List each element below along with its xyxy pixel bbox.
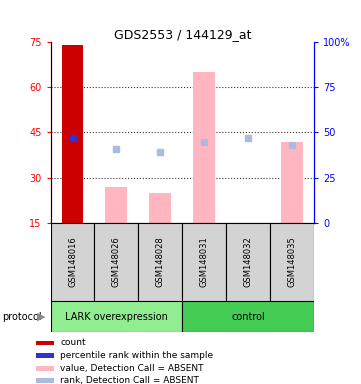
Text: GSM148026: GSM148026 <box>112 237 121 288</box>
Bar <box>193 72 215 223</box>
Text: GSM148032: GSM148032 <box>244 237 253 288</box>
Bar <box>105 187 127 223</box>
Bar <box>182 301 314 332</box>
Text: LARK overexpression: LARK overexpression <box>65 312 168 322</box>
Bar <box>95 223 138 301</box>
Text: percentile rank within the sample: percentile rank within the sample <box>61 351 214 360</box>
Bar <box>36 366 54 371</box>
Bar <box>51 223 95 301</box>
Bar <box>51 301 182 332</box>
Bar <box>138 223 182 301</box>
Text: GSM148031: GSM148031 <box>200 237 209 288</box>
Bar <box>226 223 270 301</box>
Text: GSM148028: GSM148028 <box>156 237 165 288</box>
Bar <box>149 193 171 223</box>
Bar <box>182 223 226 301</box>
Bar <box>36 341 54 345</box>
Bar <box>270 223 314 301</box>
Text: count: count <box>61 338 86 347</box>
Bar <box>61 45 83 223</box>
Title: GDS2553 / 144129_at: GDS2553 / 144129_at <box>114 28 251 41</box>
Text: GSM148016: GSM148016 <box>68 237 77 288</box>
Bar <box>36 353 54 358</box>
Text: rank, Detection Call = ABSENT: rank, Detection Call = ABSENT <box>61 376 199 384</box>
Text: control: control <box>231 312 265 322</box>
Text: ▶: ▶ <box>37 312 46 322</box>
Text: GSM148035: GSM148035 <box>288 237 297 288</box>
Text: protocol: protocol <box>2 312 42 322</box>
Bar <box>281 142 303 223</box>
Text: value, Detection Call = ABSENT: value, Detection Call = ABSENT <box>61 364 204 373</box>
Bar <box>36 379 54 383</box>
